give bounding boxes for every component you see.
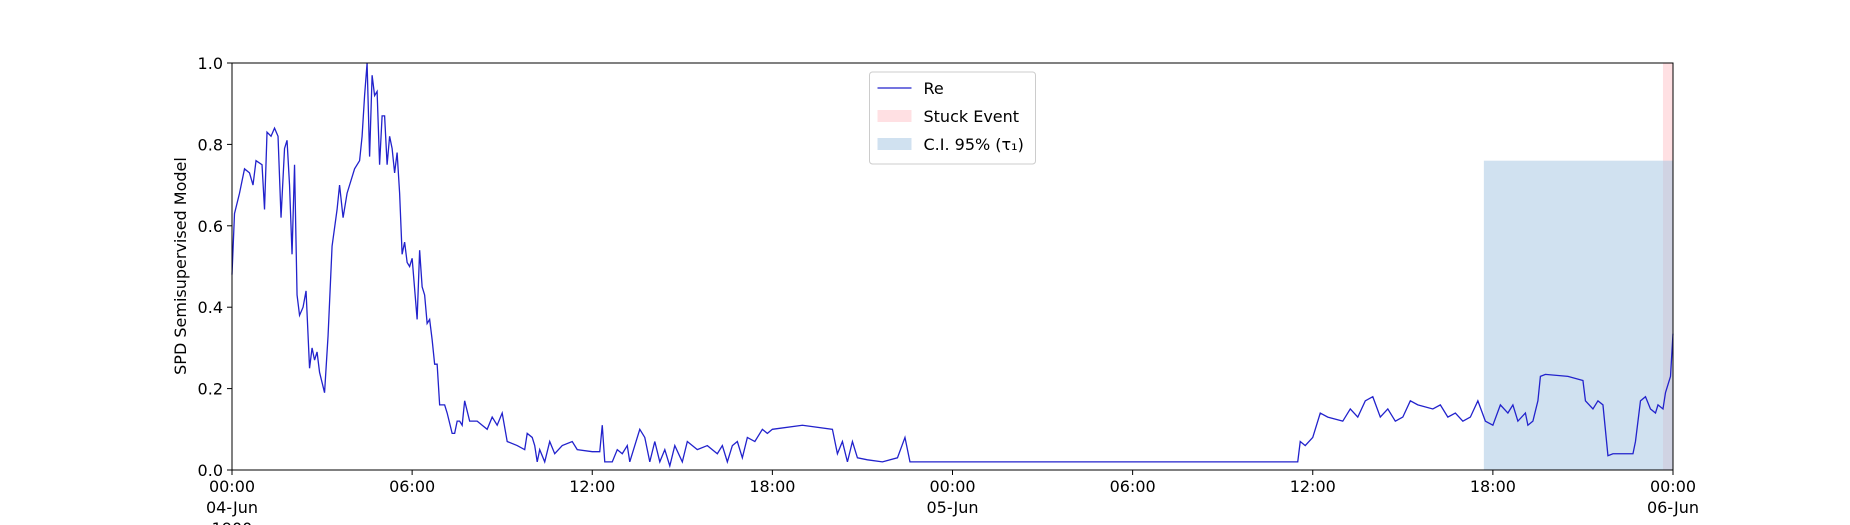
x-tick-label: 18:00: [1470, 477, 1516, 496]
y-tick-label: 0.2: [198, 380, 223, 399]
y-tick-label: 0.4: [198, 298, 223, 317]
span: [1483, 160, 1673, 470]
x-tick-label: 00:00: [1650, 477, 1696, 496]
legend-patch: [877, 110, 912, 122]
x-tick-label: 04-Jun: [206, 498, 258, 517]
x-tick-label: 12:00: [1290, 477, 1336, 496]
y-tick-label: 1.0: [198, 54, 223, 73]
x-tick-label: 00:00: [209, 477, 255, 496]
x-tick-label: 12:00: [569, 477, 615, 496]
x-tick-label: 06-Jun: [1647, 498, 1699, 517]
data-line: [231, 62, 1674, 469]
y-tick-label: 0.8: [198, 135, 223, 154]
x-tick-label: 06:00: [1110, 477, 1156, 496]
x-tick-label: 06:00: [389, 477, 435, 496]
legend-label: C.I. 95% (τ₁): [924, 135, 1024, 154]
x-tick-label: 18:00: [749, 477, 795, 496]
legend-label: Re: [924, 79, 944, 98]
x-tick-label: 05-Jun: [926, 498, 978, 517]
x-tick-label: 1900: [212, 519, 253, 525]
y-tick-label: 0.6: [198, 217, 223, 236]
y-axis-label: SPD Semisupervised Model: [171, 157, 190, 375]
x-tick-label: 00:00: [929, 477, 975, 496]
legend-patch: [877, 138, 912, 150]
legend-label: Stuck Event: [924, 107, 1020, 126]
y-tick-label: 0.0: [198, 461, 223, 480]
